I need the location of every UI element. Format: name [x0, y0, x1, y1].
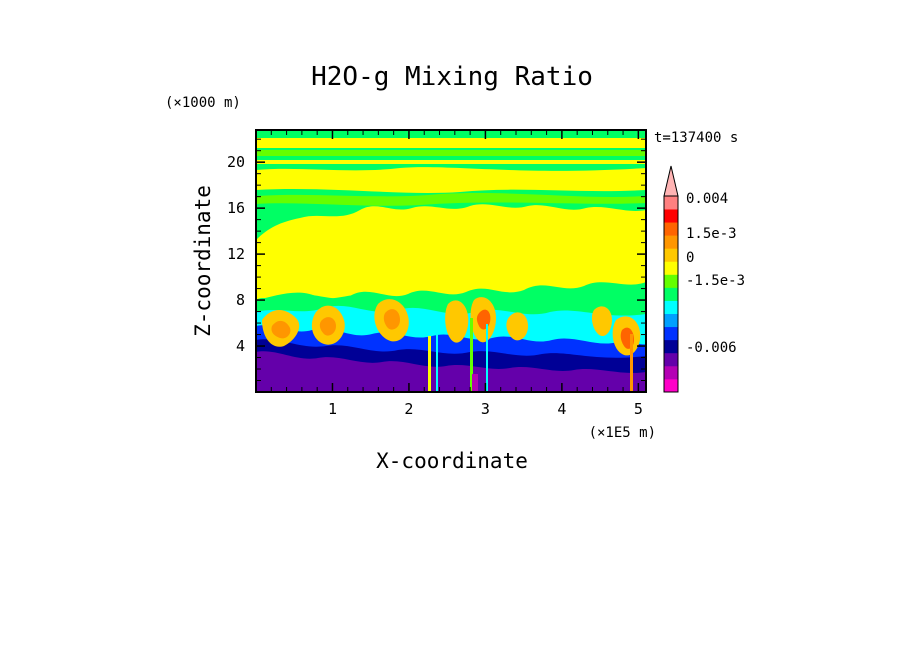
colorbar-label: -1.5e-3	[686, 273, 745, 289]
colorbar-swatch	[664, 222, 678, 236]
y-axis-unit: (×1000 m)	[165, 95, 241, 111]
colorbar-swatch	[664, 339, 678, 354]
x-tick-label: 4	[557, 400, 566, 418]
x-axis-ticks: 1 2 3 4 5	[270, 130, 643, 418]
colorbar-extend-arrow	[663, 165, 679, 197]
x-tick-label: 1	[328, 400, 337, 418]
colorbar-label: -0.006	[686, 340, 737, 356]
colorbar-swatch	[664, 365, 678, 380]
colorbar-swatch	[664, 235, 678, 249]
chart-title: H2O-g Mixing Ratio	[311, 62, 593, 92]
colorbar-swatch	[664, 300, 678, 314]
colorbar-swatch	[664, 209, 678, 223]
x-tick-label: 5	[634, 400, 643, 418]
colorbar	[663, 165, 679, 393]
y-tick-label: 16	[227, 199, 245, 217]
colorbar-frame	[663, 195, 679, 393]
x-axis-label: X-coordinate	[376, 449, 528, 473]
colorbar-swatch	[664, 287, 678, 301]
x-tick-label: 2	[404, 400, 413, 418]
time-label: t=137400 s	[654, 130, 738, 146]
colorbar-swatch	[664, 248, 678, 262]
colorbar-swatch	[664, 326, 678, 341]
y-tick-label: 4	[236, 337, 245, 355]
x-axis-unit: (×1E5 m)	[589, 425, 656, 441]
colorbar-labels: 0.004 1.5e-3 0 -1.5e-3 -0.006	[686, 191, 745, 356]
colorbar-swatch	[664, 352, 678, 367]
colorbar-swatch	[664, 196, 678, 210]
colorbar-swatch	[664, 261, 678, 275]
y-axis-ticks: 4 8 12 16 20	[227, 138, 646, 382]
colorbar-swatch	[664, 378, 678, 393]
colorbar-label: 0.004	[686, 191, 728, 207]
plot-frame	[255, 129, 647, 393]
y-tick-label: 12	[227, 245, 245, 263]
y-tick-label: 8	[236, 291, 245, 309]
colorbar-label: 1.5e-3	[686, 226, 737, 242]
x-tick-label: 3	[481, 400, 490, 418]
contour-field	[256, 130, 646, 392]
colorbar-swatch	[664, 313, 678, 328]
y-tick-label: 20	[227, 153, 245, 171]
colorbar-swatch	[664, 274, 678, 288]
colorbar-label: 0	[686, 250, 694, 266]
y-axis-label: Z-coordinate	[191, 185, 215, 337]
